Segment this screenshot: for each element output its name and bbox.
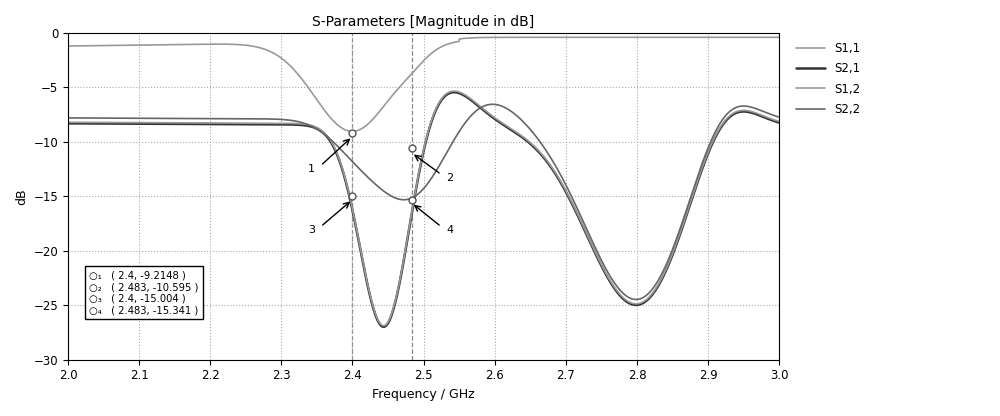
S2,2 xyxy=(773,114,785,119)
S1,2 xyxy=(62,120,74,125)
S2,2 xyxy=(683,200,695,205)
S1,2 xyxy=(773,119,785,124)
S2,1 xyxy=(448,90,460,95)
S2,2 xyxy=(62,115,74,120)
S1,1 xyxy=(760,35,772,40)
S2,2 xyxy=(760,110,772,115)
Y-axis label: dB: dB xyxy=(15,188,28,205)
Text: 4: 4 xyxy=(446,225,453,235)
S1,1 xyxy=(346,129,358,134)
S1,1 xyxy=(62,44,74,49)
Title: S-Parameters [Magnitude in dB]: S-Parameters [Magnitude in dB] xyxy=(312,15,535,29)
S1,1 xyxy=(143,42,155,47)
S1,2 xyxy=(143,120,155,125)
S1,2 xyxy=(185,120,197,125)
S1,1 xyxy=(773,35,785,40)
S1,2 xyxy=(683,204,695,209)
S2,1 xyxy=(366,300,378,305)
S1,1 xyxy=(683,35,695,40)
Text: 2: 2 xyxy=(446,173,453,183)
Line: S1,1: S1,1 xyxy=(68,37,779,131)
S2,2 xyxy=(366,178,378,183)
S1,1 xyxy=(335,125,347,130)
X-axis label: Frequency / GHz: Frequency / GHz xyxy=(372,388,475,401)
Line: S2,2: S2,2 xyxy=(68,104,779,300)
S1,1 xyxy=(185,42,197,47)
S2,2 xyxy=(335,147,347,152)
S2,1 xyxy=(760,115,772,120)
S1,2 xyxy=(378,323,390,328)
S1,1 xyxy=(366,118,378,123)
Legend: S1,1, S2,1, S1,2, S2,2: S1,1, S2,1, S1,2, S2,2 xyxy=(792,39,864,119)
S1,2 xyxy=(366,298,378,303)
S2,1 xyxy=(683,205,695,210)
S2,1 xyxy=(143,121,155,126)
S2,2 xyxy=(630,297,642,302)
S2,1 xyxy=(335,162,347,167)
Text: 1: 1 xyxy=(308,164,315,174)
S1,2 xyxy=(335,161,347,166)
S2,2 xyxy=(185,116,197,121)
S1,2 xyxy=(448,89,460,94)
S2,1 xyxy=(378,324,390,329)
S2,1 xyxy=(185,121,197,126)
Text: 3: 3 xyxy=(308,225,315,235)
S2,2 xyxy=(143,116,155,121)
S1,1 xyxy=(685,35,697,40)
Line: S2,1: S2,1 xyxy=(68,92,779,327)
Line: S1,2: S1,2 xyxy=(68,91,779,326)
S2,1 xyxy=(773,120,785,125)
Text: ○₁   ( 2.4, -9.2148 )
○₂   ( 2.483, -10.595 )
○₃   ( 2.4, -15.004 )
○₄   ( 2.483: ○₁ ( 2.4, -9.2148 ) ○₂ ( 2.483, -10.595 … xyxy=(89,270,199,315)
S2,1 xyxy=(62,121,74,126)
S2,2 xyxy=(486,102,498,107)
S1,2 xyxy=(760,114,772,119)
